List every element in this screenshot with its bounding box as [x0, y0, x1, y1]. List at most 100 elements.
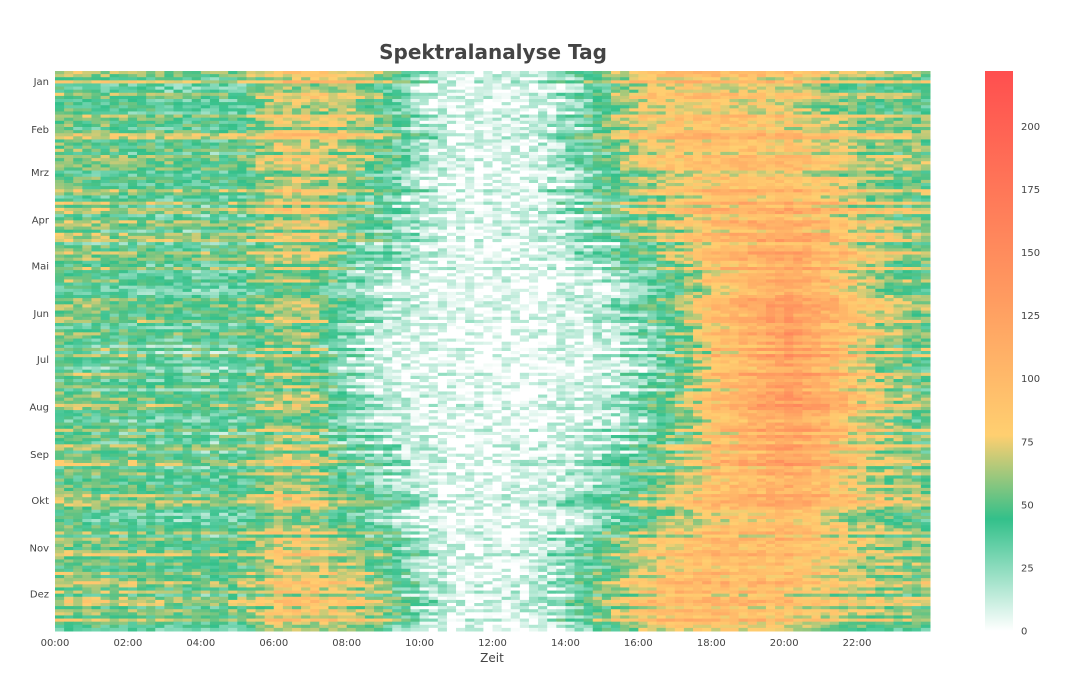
heatmap-cell — [118, 77, 129, 81]
heatmap-cell — [519, 176, 530, 181]
heatmap-cell — [191, 83, 202, 88]
heatmap-cell — [191, 142, 202, 147]
heatmap-cell — [784, 229, 794, 234]
heatmap-cell — [656, 89, 667, 94]
heatmap-cell — [237, 74, 247, 78]
heatmap-cell — [547, 217, 557, 221]
heatmap-cell — [647, 111, 658, 116]
heatmap-cell — [765, 148, 776, 153]
heatmap-cell — [219, 198, 229, 203]
heatmap-cell — [847, 204, 858, 209]
heatmap-cell — [282, 111, 293, 116]
heatmap-cell — [547, 192, 557, 196]
heatmap-cell — [73, 223, 83, 228]
heatmap-cell — [200, 127, 211, 131]
heatmap-cell — [410, 204, 421, 209]
heatmap-cell — [273, 139, 284, 144]
heatmap-cell — [209, 117, 220, 122]
heatmap-cell — [483, 214, 493, 218]
heatmap-cell — [355, 80, 366, 84]
heatmap-cell — [665, 71, 676, 75]
heatmap-cell — [446, 111, 457, 116]
heatmap-cell — [55, 136, 65, 140]
heatmap-cell — [583, 111, 594, 116]
heatmap-cell — [64, 164, 74, 168]
heatmap-cell — [164, 204, 174, 209]
heatmap-cell — [802, 145, 813, 150]
heatmap-cell — [902, 217, 913, 221]
heatmap-cell — [811, 204, 822, 209]
heatmap-cell — [811, 161, 822, 165]
heatmap-cell — [857, 120, 867, 125]
heatmap-cell — [383, 130, 393, 134]
heatmap-cell — [319, 211, 329, 215]
heatmap-cell — [747, 158, 758, 162]
heatmap-cell — [401, 155, 411, 159]
heatmap-cell — [401, 204, 411, 209]
heatmap-cell — [127, 229, 138, 234]
heatmap-cell — [765, 204, 776, 209]
heatmap-cell — [811, 186, 822, 190]
heatmap-cell — [100, 136, 111, 140]
heatmap-cell — [547, 86, 557, 91]
heatmap-cell — [191, 195, 202, 200]
heatmap-cell — [118, 195, 129, 200]
heatmap-cell — [310, 217, 320, 221]
heatmap-cell — [137, 229, 147, 234]
heatmap-cell — [446, 155, 457, 159]
heatmap-cell — [383, 173, 393, 178]
heatmap-cell — [729, 136, 740, 140]
heatmap-cell — [519, 102, 530, 106]
heatmap-cell — [164, 207, 174, 212]
heatmap-cell — [492, 179, 503, 184]
heatmap-cell — [793, 155, 803, 159]
heatmap-cell — [920, 198, 931, 203]
heatmap-cell — [364, 158, 375, 162]
heatmap-cell — [583, 105, 594, 109]
heatmap-cell — [629, 161, 639, 165]
heatmap-cell — [501, 142, 512, 147]
heatmap-cell — [647, 158, 658, 162]
heatmap-cell — [693, 89, 703, 94]
heatmap-cell — [711, 179, 721, 184]
heatmap-cell — [73, 133, 83, 137]
heatmap-cell — [884, 114, 895, 119]
heatmap-cell — [82, 95, 92, 100]
heatmap-cell — [492, 155, 503, 159]
heatmap-cell — [209, 155, 220, 159]
heatmap-cell — [91, 183, 102, 187]
heatmap-cell — [911, 220, 922, 224]
heatmap-cell — [519, 179, 530, 184]
heatmap-cell — [501, 114, 512, 119]
heatmap-cell — [492, 71, 503, 75]
heatmap-cell — [592, 92, 603, 97]
heatmap-cell — [720, 111, 730, 116]
heatmap-cell — [693, 74, 703, 78]
heatmap-cell — [164, 139, 174, 144]
heatmap-cell — [747, 77, 758, 81]
heatmap-cell — [556, 173, 566, 178]
heatmap-cell — [784, 195, 794, 200]
heatmap-cell — [346, 99, 357, 103]
heatmap-cell — [355, 136, 366, 140]
heatmap-cell — [592, 105, 603, 109]
heatmap-cell — [82, 148, 92, 153]
heatmap-cell — [100, 117, 111, 122]
heatmap-cell — [756, 71, 767, 75]
heatmap-cell — [601, 95, 612, 100]
heatmap-cell — [519, 211, 530, 215]
heatmap-cell — [264, 176, 275, 181]
heatmap-cell — [747, 186, 758, 190]
heatmap-cell — [610, 95, 621, 100]
heatmap-cell — [802, 108, 813, 112]
heatmap-cell — [610, 161, 621, 165]
heatmap-cell — [246, 167, 257, 172]
heatmap-cell — [109, 207, 120, 212]
heatmap-cell — [538, 155, 548, 159]
heatmap-cell — [410, 108, 421, 112]
heatmap-cell — [155, 214, 165, 218]
heatmap-cell — [164, 179, 174, 184]
heatmap-cell — [610, 164, 621, 168]
heatmap-cell — [100, 86, 111, 91]
heatmap-cell — [492, 74, 503, 78]
